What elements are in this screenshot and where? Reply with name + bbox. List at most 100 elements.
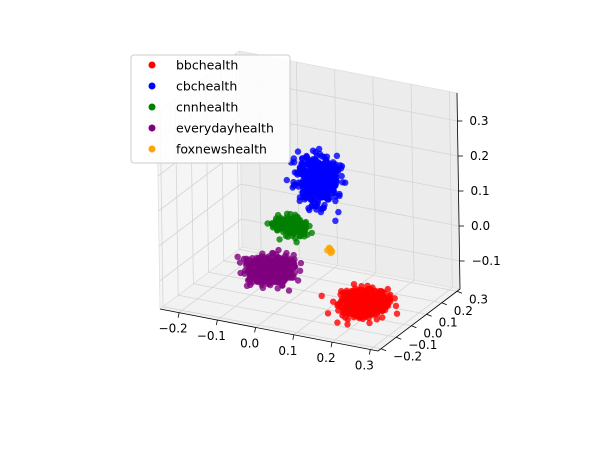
point-bbchealth <box>336 303 344 310</box>
point-everydayhealth <box>263 256 270 264</box>
legend-marker <box>148 103 156 111</box>
x-tick-label: 0.1 <box>278 344 297 358</box>
point-cbchealth <box>320 181 327 188</box>
point-cbchealth <box>306 168 313 175</box>
point-cbchealth <box>316 160 323 167</box>
z-tick-label: −0.1 <box>472 254 501 268</box>
point-bbchealth <box>350 281 358 288</box>
legend-entry-everydayhealth: everydayhealth <box>148 121 274 136</box>
point-cbchealth <box>325 196 332 203</box>
series-cbchealth <box>283 145 349 224</box>
point-bbchealth <box>393 310 401 317</box>
series-bbchealth <box>318 281 401 328</box>
point-bbchealth <box>338 296 345 303</box>
point-everydayhealth <box>254 271 261 278</box>
point-everydayhealth <box>252 265 259 272</box>
point-everydayhealth <box>236 259 244 266</box>
x-tick <box>368 349 371 355</box>
legend-label: cbchealth <box>176 79 237 94</box>
legend-frame <box>130 54 291 164</box>
x-tick-label: 0.2 <box>317 351 336 365</box>
x-tick-label: 0.3 <box>355 359 374 373</box>
point-bbchealth <box>330 298 337 305</box>
point-cbchealth <box>338 172 345 180</box>
point-cnnhealth <box>308 229 315 237</box>
point-cnnhealth <box>274 227 281 234</box>
point-cbchealth <box>305 188 312 195</box>
legend-marker <box>148 145 156 153</box>
point-bbchealth <box>346 304 353 311</box>
point-bbchealth <box>361 295 369 302</box>
point-everydayhealth <box>259 250 266 257</box>
point-cbchealth <box>323 169 330 177</box>
point-cbchealth <box>338 163 346 170</box>
point-bbchealth <box>373 316 380 323</box>
legend-label: cnnhealth <box>176 100 238 115</box>
point-everydayhealth <box>273 255 281 262</box>
point-everydayhealth <box>254 278 261 285</box>
legend-entry-cbchealth: cbchealth <box>148 79 237 94</box>
point-bbchealth <box>379 314 386 321</box>
x-tick <box>330 342 333 348</box>
point-cnnhealth <box>297 228 304 235</box>
grid-line <box>162 306 382 350</box>
grid-line <box>178 294 397 338</box>
point-bbchealth <box>348 296 355 303</box>
point-cnnhealth <box>285 229 292 236</box>
point-cbchealth <box>308 174 315 182</box>
point-cbchealth <box>318 205 325 213</box>
x-tick <box>215 319 218 326</box>
point-everydayhealth <box>288 274 296 281</box>
y-tick <box>441 302 447 306</box>
x-tick-label: −0.1 <box>197 329 226 343</box>
point-cbchealth <box>336 190 343 198</box>
point-foxnewshealth <box>327 248 334 255</box>
y-tick-label: 0.3 <box>469 292 488 306</box>
point-everydayhealth <box>285 261 292 268</box>
point-cbchealth <box>295 183 302 190</box>
point-cbchealth <box>311 161 318 168</box>
legend-marker <box>148 124 156 132</box>
point-bbchealth <box>392 302 400 310</box>
y-tick-label: 0.2 <box>454 304 473 318</box>
point-cbchealth <box>332 161 339 168</box>
x-tick-label: −0.2 <box>159 322 188 336</box>
point-everydayhealth <box>272 268 280 275</box>
point-cnnhealth <box>277 216 284 224</box>
point-bbchealth <box>339 312 346 319</box>
point-bbchealth <box>358 283 365 290</box>
point-everydayhealth <box>267 271 274 279</box>
point-bbchealth <box>318 292 325 299</box>
y-axis-line <box>377 288 461 352</box>
grid-line <box>370 287 453 350</box>
y-tick <box>456 290 463 294</box>
grid-line <box>255 265 338 328</box>
point-everydayhealth <box>274 285 281 292</box>
z-tick-label: 0.3 <box>469 114 488 128</box>
series-foxnewshealth <box>324 244 336 257</box>
y-tick-label: −0.1 <box>408 338 437 352</box>
point-cbchealth <box>302 178 309 186</box>
x-tick-label: 0.0 <box>240 336 259 350</box>
point-bbchealth <box>360 301 368 308</box>
point-everydayhealth <box>247 273 254 281</box>
point-everydayhealth <box>296 267 304 274</box>
grid-line <box>158 183 242 247</box>
point-cbchealth <box>316 150 324 158</box>
point-cbchealth <box>299 164 306 172</box>
legend-entry-bbchealth: bbchealth <box>148 58 238 73</box>
legend-marker <box>148 82 156 90</box>
point-everydayhealth <box>265 266 273 273</box>
point-bbchealth <box>344 321 351 328</box>
point-cbchealth <box>329 189 336 197</box>
grid-line <box>240 183 460 227</box>
point-everydayhealth <box>278 276 285 283</box>
point-cbchealth <box>317 189 324 196</box>
point-bbchealth <box>365 302 373 309</box>
point-everydayhealth <box>291 256 298 263</box>
point-cbchealth <box>329 170 336 178</box>
grid-line <box>159 218 242 282</box>
point-cnnhealth <box>270 222 277 229</box>
y-tick <box>380 348 387 352</box>
